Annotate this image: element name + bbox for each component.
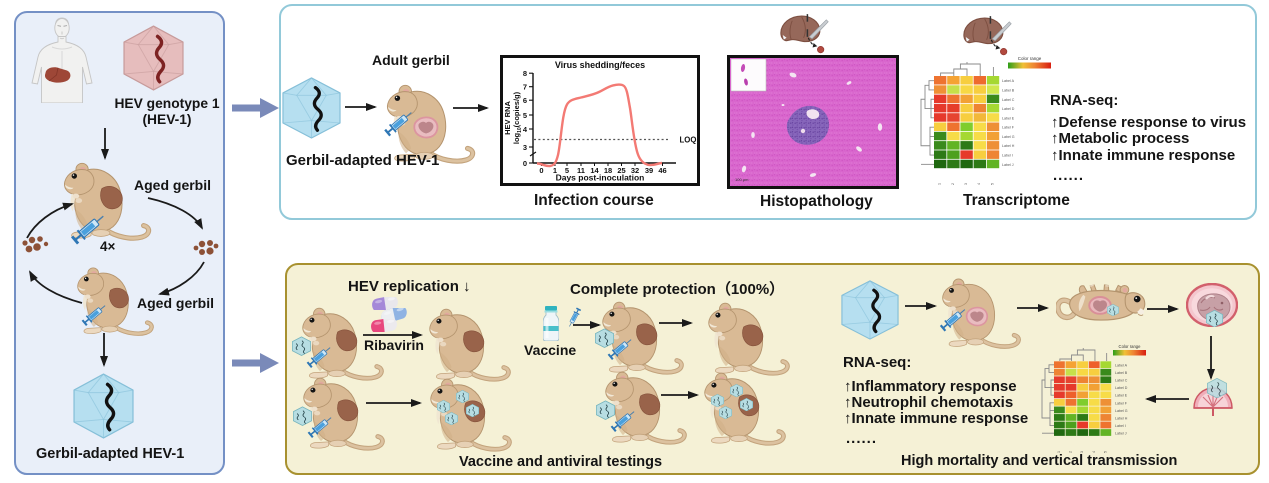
svg-text:3: 3 bbox=[523, 143, 527, 152]
svg-text:Label 4: Label 4 bbox=[977, 183, 981, 185]
svg-text:Label G: Label G bbox=[1115, 409, 1128, 413]
svg-text:Label I: Label I bbox=[1002, 154, 1013, 158]
svg-text:Color range: Color range bbox=[1018, 56, 1042, 61]
svg-text:0: 0 bbox=[539, 166, 543, 175]
svg-text:25: 25 bbox=[617, 166, 625, 175]
svg-text:14: 14 bbox=[590, 166, 599, 175]
svg-text:Label H: Label H bbox=[1115, 417, 1128, 421]
svg-text:HEV RNA: HEV RNA bbox=[503, 101, 512, 135]
svg-text:4: 4 bbox=[523, 125, 528, 134]
svg-text:Color range: Color range bbox=[1119, 344, 1142, 349]
svg-text:46: 46 bbox=[658, 166, 666, 175]
svg-text:Label A: Label A bbox=[1002, 79, 1015, 83]
svg-text:0: 0 bbox=[523, 159, 527, 168]
svg-text:Days post-inoculation: Days post-inoculation bbox=[556, 173, 645, 183]
svg-text:11: 11 bbox=[577, 166, 585, 175]
svg-text:Label D: Label D bbox=[1002, 107, 1015, 111]
svg-text:log10(copies/g): log10(copies/g) bbox=[512, 91, 523, 144]
svg-text:6: 6 bbox=[523, 96, 527, 105]
svg-text:Label B: Label B bbox=[1002, 89, 1015, 93]
svg-text:Label C: Label C bbox=[1002, 98, 1015, 102]
svg-text:Label E: Label E bbox=[1115, 394, 1128, 398]
svg-text:Label B: Label B bbox=[1115, 371, 1128, 375]
svg-text:Label D: Label D bbox=[1115, 386, 1128, 390]
svg-text:LOQ: LOQ bbox=[680, 136, 697, 145]
svg-text:Label 3: Label 3 bbox=[964, 183, 968, 185]
svg-text:Label 5: Label 5 bbox=[1104, 451, 1108, 453]
svg-text:Label G: Label G bbox=[1002, 135, 1015, 139]
svg-text:Label 2: Label 2 bbox=[951, 183, 955, 185]
svg-text:Label F: Label F bbox=[1115, 401, 1128, 405]
svg-text:Label J: Label J bbox=[1115, 432, 1127, 436]
svg-text:18: 18 bbox=[604, 166, 612, 175]
svg-text:Label 5: Label 5 bbox=[990, 183, 994, 185]
svg-text:Label I: Label I bbox=[1115, 424, 1126, 428]
svg-text:8: 8 bbox=[523, 69, 527, 78]
svg-text:Label 1: Label 1 bbox=[1057, 451, 1061, 453]
svg-text:Label 4: Label 4 bbox=[1092, 451, 1096, 453]
svg-text:100 μm: 100 μm bbox=[735, 177, 749, 182]
svg-text:1: 1 bbox=[553, 166, 557, 175]
svg-text:Label 3: Label 3 bbox=[1080, 451, 1084, 453]
svg-text:7: 7 bbox=[523, 83, 527, 92]
svg-text:5: 5 bbox=[523, 111, 527, 120]
svg-text:Label 1: Label 1 bbox=[938, 183, 942, 185]
svg-text:Label 2: Label 2 bbox=[1069, 451, 1073, 453]
svg-text:Virus shedding/feces: Virus shedding/feces bbox=[555, 60, 645, 70]
svg-text:Label C: Label C bbox=[1115, 379, 1128, 383]
svg-text:39: 39 bbox=[645, 166, 653, 175]
svg-text:Label H: Label H bbox=[1002, 144, 1015, 148]
svg-text:Label J: Label J bbox=[1002, 163, 1014, 167]
svg-text:32: 32 bbox=[631, 166, 639, 175]
svg-text:5: 5 bbox=[565, 166, 569, 175]
svg-text:Label F: Label F bbox=[1002, 126, 1015, 130]
svg-text:Label E: Label E bbox=[1002, 116, 1015, 120]
svg-text:Label A: Label A bbox=[1115, 363, 1128, 367]
